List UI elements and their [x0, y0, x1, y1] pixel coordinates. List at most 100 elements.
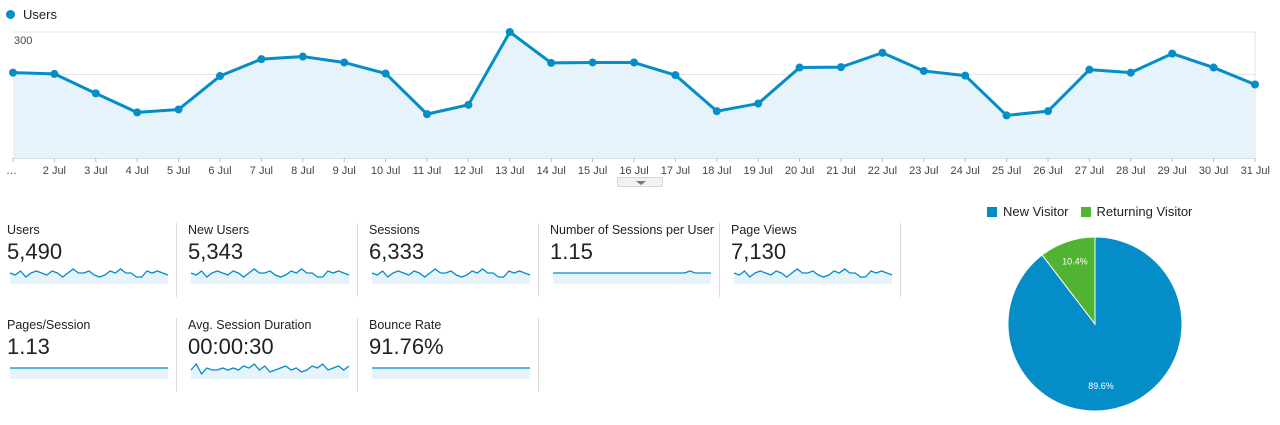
sparkline-area: [372, 368, 530, 379]
data-point-18[interactable]: [754, 99, 763, 108]
data-point-12[interactable]: [505, 28, 514, 36]
sparkline-area: [10, 368, 168, 379]
x-label-18: 19 Jul: [744, 165, 773, 177]
scorecard-pages-session[interactable]: Pages/Session 1.13: [7, 318, 177, 392]
x-label-20: 21 Jul: [826, 165, 855, 177]
scorecard-sparkline: [10, 367, 168, 379]
data-point-4[interactable]: [174, 105, 183, 114]
data-point-2[interactable]: [91, 89, 100, 98]
scorecard-sparkline: [371, 268, 531, 284]
y-tick-300: 300: [14, 35, 32, 47]
scorecard-label: New Users: [188, 223, 250, 237]
data-point-20[interactable]: [837, 63, 845, 72]
data-point-10[interactable]: [423, 110, 431, 119]
scorecard-sparkline: [190, 362, 350, 379]
pie-slice-returning-visitor[interactable]: [1041, 236, 1096, 326]
data-point-0[interactable]: [9, 68, 17, 77]
scorecard-sparkline: [553, 270, 711, 284]
pie-legend: New Visitor Returning Visitor: [987, 204, 1204, 219]
scorecard-label: Sessions: [369, 223, 420, 237]
x-label-29: 30 Jul: [1199, 165, 1228, 177]
sparkline-area: [191, 364, 349, 379]
pie-legend-label-new: New Visitor: [1003, 204, 1069, 219]
x-label-11: 12 Jul: [454, 165, 483, 177]
x-label-23: 24 Jul: [951, 165, 980, 177]
sparkline-area: [10, 269, 168, 284]
scorecard-value: 5,343: [188, 239, 244, 264]
scorecard-number-of-sessions-per-user[interactable]: Number of Sessions per User 1.15: [550, 223, 720, 297]
scorecard-sparkline: [9, 268, 169, 284]
scorecard-label: Users: [7, 223, 40, 237]
scorecard-sparkline: [372, 367, 530, 379]
x-label-9: 10 Jul: [371, 165, 400, 177]
data-point-1[interactable]: [50, 69, 59, 78]
scorecard-label: Number of Sessions per User: [550, 223, 714, 237]
data-point-6[interactable]: [257, 55, 266, 64]
returning-visitor-swatch: [1080, 206, 1091, 217]
x-label-21: 22 Jul: [868, 165, 897, 177]
x-label-16: 17 Jul: [661, 165, 690, 177]
x-label-28: 29 Jul: [1158, 165, 1187, 177]
sparkline-line: [371, 268, 531, 278]
pie-label-returning-visitor: 10.4%: [1062, 257, 1088, 267]
scorecard-value: 00:00:30: [188, 334, 274, 359]
sparkline-area: [372, 269, 530, 284]
scorecard-label: Avg. Session Duration: [188, 318, 312, 332]
data-point-14[interactable]: [588, 58, 597, 67]
data-point-28[interactable]: [1168, 49, 1177, 58]
x-label-15: 16 Jul: [619, 165, 648, 177]
x-label-6: 7 Jul: [250, 165, 273, 177]
data-point-21[interactable]: [878, 48, 887, 57]
data-point-11[interactable]: [464, 100, 473, 109]
scorecard-new-users[interactable]: New Users 5,343: [188, 223, 358, 297]
scorecard-label: Pages/Session: [7, 318, 91, 332]
x-label-2: 3 Jul: [84, 165, 107, 177]
data-point-5[interactable]: [216, 72, 224, 81]
scorecard-users[interactable]: Users 5,490: [7, 223, 177, 297]
data-point-23[interactable]: [961, 71, 970, 80]
x-label-10: 11 Jul: [413, 165, 442, 177]
x-label-30: 31 Jul: [1241, 165, 1270, 177]
x-label-7: 8 Jul: [291, 165, 314, 177]
x-label-8: 9 Jul: [333, 165, 356, 177]
sparkline-line: [190, 362, 350, 376]
data-point-26[interactable]: [1085, 65, 1094, 74]
x-label-25: 26 Jul: [1033, 165, 1062, 177]
users-legend[interactable]: Users: [6, 7, 57, 22]
data-point-17[interactable]: [712, 107, 721, 116]
users-legend-label: Users: [23, 7, 57, 22]
pie-legend-label-returning: Returning Visitor: [1096, 204, 1193, 219]
data-point-7[interactable]: [298, 52, 307, 61]
data-point-19[interactable]: [795, 63, 804, 72]
data-point-9[interactable]: [381, 69, 390, 78]
data-point-3[interactable]: [133, 108, 142, 117]
new-visitor-swatch: [987, 206, 997, 217]
x-label-0: …: [6, 165, 17, 177]
scorecard-sessions[interactable]: Sessions 6,333: [369, 223, 539, 297]
x-label-19: 20 Jul: [785, 165, 814, 177]
x-label-13: 14 Jul: [537, 165, 566, 177]
data-point-13[interactable]: [547, 58, 556, 67]
scorecard-value: 1.15: [550, 239, 593, 264]
data-point-24[interactable]: [1002, 111, 1011, 120]
data-point-30[interactable]: [1251, 80, 1259, 89]
data-point-8[interactable]: [340, 58, 349, 67]
x-label-22: 23 Jul: [909, 165, 938, 177]
data-point-16[interactable]: [671, 71, 680, 80]
scorecard-page-views[interactable]: Page Views 7,130: [731, 223, 901, 297]
pie-legend-new-visitor[interactable]: New Visitor: [987, 204, 1069, 219]
x-label-24: 25 Jul: [992, 165, 1021, 177]
scorecard-bounce-rate[interactable]: Bounce Rate 91.76%: [369, 318, 539, 392]
sparkline-line: [553, 270, 711, 274]
sparkline-area: [734, 269, 892, 284]
scorecard-avg-session-duration[interactable]: Avg. Session Duration 00:00:30: [188, 318, 358, 392]
data-point-29[interactable]: [1209, 63, 1218, 72]
x-label-3: 4 Jul: [126, 165, 149, 177]
data-point-15[interactable]: [630, 58, 638, 67]
data-point-27[interactable]: [1126, 68, 1135, 77]
pie-legend-returning-visitor[interactable]: Returning Visitor: [1080, 204, 1193, 219]
chart-collapse-handle[interactable]: [617, 177, 663, 187]
data-point-25[interactable]: [1044, 107, 1052, 116]
data-point-22[interactable]: [919, 66, 928, 75]
x-label-27: 28 Jul: [1116, 165, 1145, 177]
